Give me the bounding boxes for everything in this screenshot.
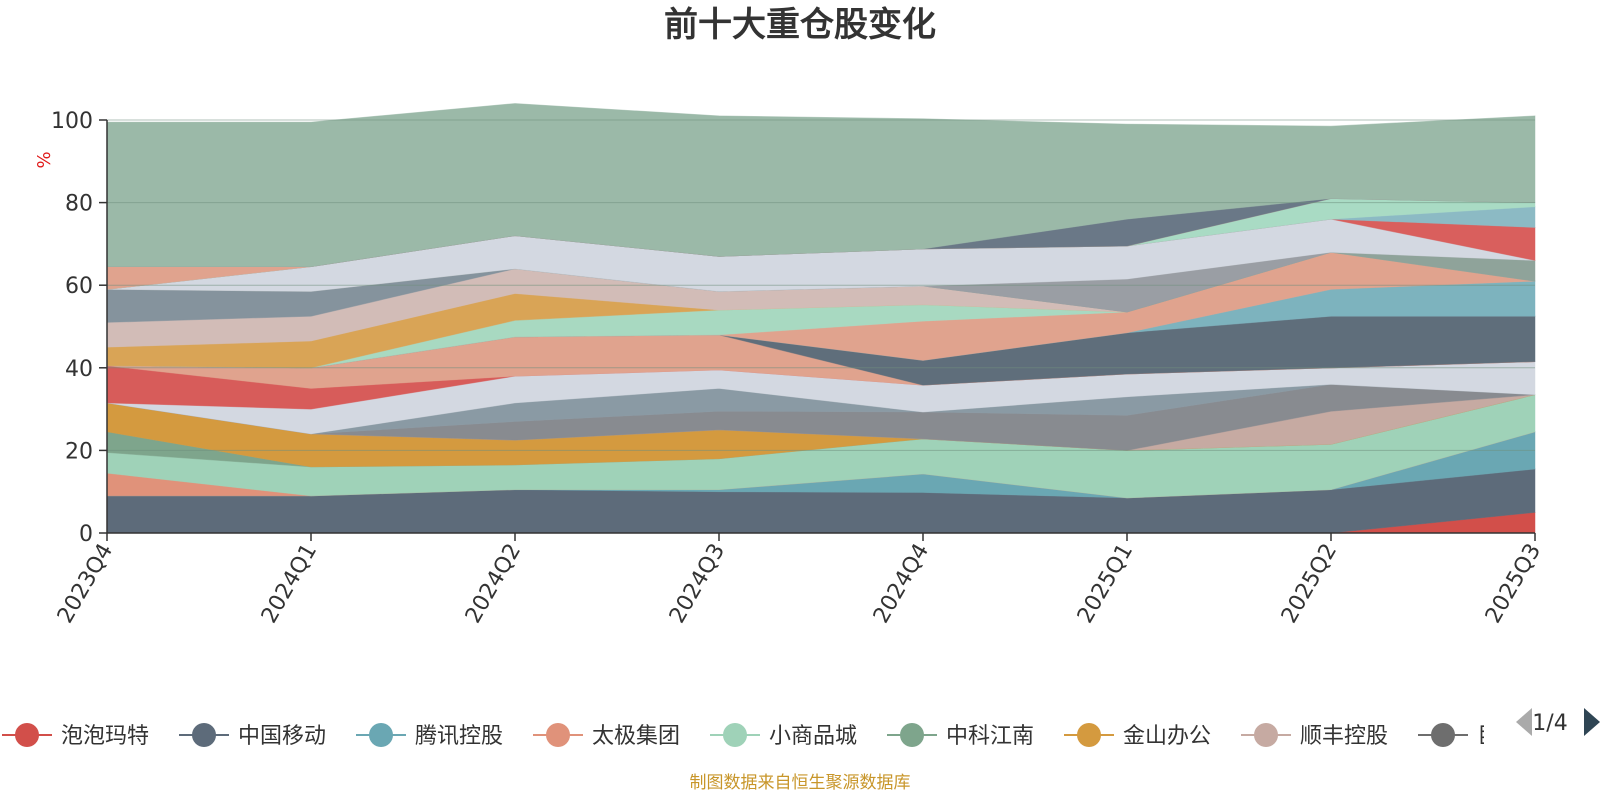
y-tick-labels: 0 20 40 60 80 100 (51, 109, 107, 547)
x-tick-labels: 2023Q4 2024Q1 2024Q2 2024Q3 2024Q4 2025Q1 2025… (53, 533, 1546, 628)
legend-item[interactable]: 太极集团 (533, 723, 680, 749)
legend-next-arrow-icon[interactable] (1584, 708, 1600, 736)
legend-item-partial[interactable]: 巨 (1418, 723, 1499, 749)
y-tick-label: 80 (65, 192, 93, 217)
y-tick-label: 20 (65, 439, 93, 464)
legend-item-label: 小商品城 (769, 724, 857, 749)
legend-item-label: 顺丰控股 (1300, 724, 1388, 749)
legend-item-label: 金山办公 (1123, 724, 1211, 749)
y-tick-label: 100 (51, 109, 93, 134)
legend-pager: 1/4 (1516, 708, 1600, 736)
x-tick-label: 2023Q4 (53, 540, 118, 628)
x-tick-label: 2025Q1 (1073, 540, 1138, 628)
legend-item[interactable]: 金山办公 (1064, 723, 1211, 749)
y-axis-label: % (34, 151, 55, 168)
x-tick-label: 2025Q2 (1277, 540, 1342, 628)
y-tick-label: 60 (65, 274, 93, 299)
legend-prev-arrow-icon[interactable] (1516, 708, 1532, 736)
x-tick-label: 2024Q2 (461, 540, 526, 628)
legend-item[interactable]: 中国移动 (179, 723, 326, 749)
y-tick-label: 40 (65, 357, 93, 382)
x-tick-label: 2024Q3 (665, 540, 730, 628)
x-tick-label: 2025Q3 (1481, 540, 1546, 628)
area-series-group (106, 103, 1536, 534)
legend-item[interactable]: 顺丰控股 (1241, 723, 1388, 749)
y-tick-label: 0 (79, 522, 93, 547)
chart-title: 前十大重仓股变化 (664, 5, 936, 45)
legend-item-label: 泡泡玛特 (61, 724, 149, 749)
legend-item[interactable]: 小商品城 (710, 723, 857, 749)
legend-item-label: 中国移动 (238, 724, 326, 749)
legend: 泡泡玛特 中国移动 腾讯控股 太极集团 小商品城 中科江南 金山办公 顺丰控股 巨 (2, 723, 1499, 749)
legend-page-indicator: 1/4 (1532, 711, 1567, 736)
legend-item-label: 太极集团 (592, 724, 680, 749)
legend-item[interactable]: 泡泡玛特 (2, 723, 149, 749)
axes (106, 120, 1535, 534)
x-tick-label: 2024Q1 (257, 540, 322, 628)
legend-item[interactable]: 腾讯控股 (356, 723, 503, 749)
legend-item-label: 腾讯控股 (415, 724, 503, 749)
legend-item-label: 巨 (1477, 724, 1499, 749)
grid-lines (107, 119, 1535, 451)
data-source-footer: 制图数据来自恒生聚源数据库 (690, 773, 911, 793)
legend-item-label: 中科江南 (946, 724, 1034, 749)
legend-item[interactable]: 中科江南 (887, 723, 1034, 749)
x-tick-label: 2024Q4 (869, 540, 934, 628)
